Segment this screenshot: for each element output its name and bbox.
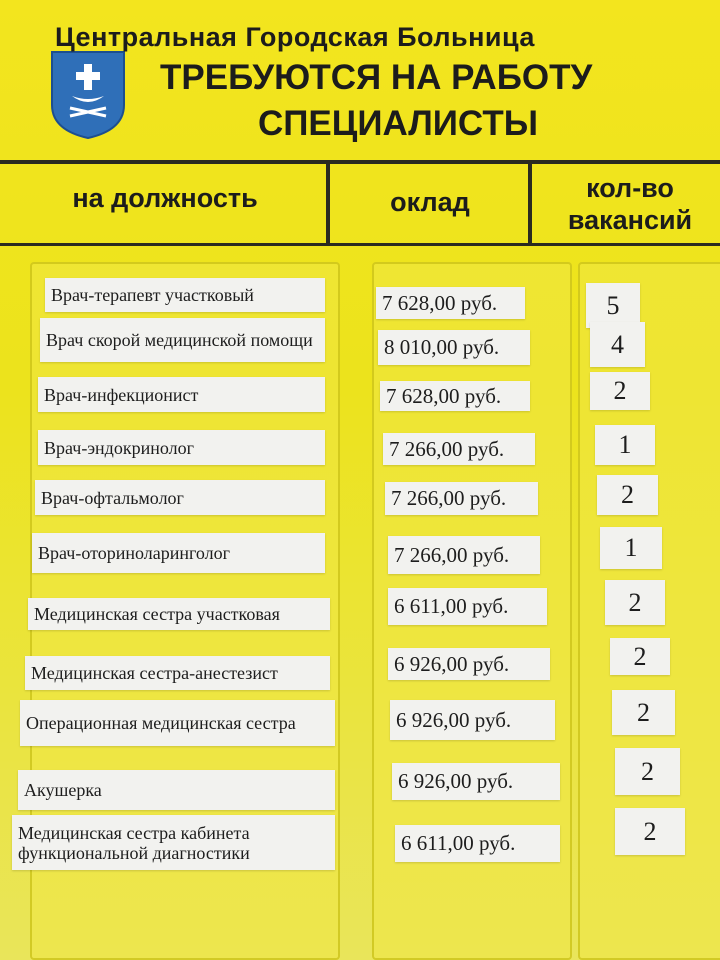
vacancy-count: 2 <box>610 638 670 675</box>
divider <box>528 162 532 244</box>
vacancy-count: 2 <box>612 690 675 735</box>
position-label: Врач-эндокринолог <box>38 430 325 465</box>
divider <box>0 160 720 164</box>
position-label: Акушерка <box>18 770 335 810</box>
salary-label: 7 628,00 руб. <box>376 287 525 319</box>
salary-label: 7 266,00 руб. <box>388 536 540 574</box>
vacancy-count: 2 <box>615 748 680 795</box>
hospital-name: Центральная Городская Больница <box>55 22 535 52</box>
vacancy-count: 1 <box>600 527 662 569</box>
position-label: Врач-инфекционист <box>38 377 325 412</box>
salary-label: 7 266,00 руб. <box>383 433 535 465</box>
position-label: Врач-оториноларинголог <box>32 533 325 573</box>
salary-label: 6 611,00 руб. <box>395 825 560 862</box>
vacancy-count: 2 <box>615 808 685 855</box>
vacancy-count: 1 <box>595 425 655 465</box>
salary-label: 8 010,00 руб. <box>378 330 530 365</box>
coat-of-arms-icon <box>51 51 125 140</box>
position-label: Операционная медицинская сестра <box>20 700 335 746</box>
title-line-1: ТРЕБУЮТСЯ НА РАБОТУ <box>160 58 593 97</box>
position-label: Врач-терапевт участковый <box>45 278 325 312</box>
position-label: Врач-офтальмолог <box>35 480 325 515</box>
column-header-vacancies: кол-во вакансий <box>545 172 715 236</box>
divider <box>326 162 330 244</box>
vacancy-count: 2 <box>597 475 658 515</box>
column-header-salary: оклад <box>390 187 470 217</box>
salary-label: 6 926,00 руб. <box>392 763 560 800</box>
column-header-position: на должность <box>72 183 258 213</box>
position-label: Медицинская сестра участковая <box>28 598 330 630</box>
vacancy-count: 2 <box>605 580 665 625</box>
salary-label: 7 266,00 руб. <box>385 482 538 515</box>
salary-label: 6 926,00 руб. <box>388 648 550 680</box>
salary-label: 7 628,00 руб. <box>380 381 530 411</box>
vacancy-count: 5 <box>586 283 640 328</box>
vacancy-count: 2 <box>590 372 650 410</box>
position-label: Врач скорой медицинской помощи <box>40 318 325 362</box>
position-label: Медицинская сестра кабинета функциональн… <box>12 815 335 870</box>
column-header-vacancies-line1: кол-во <box>586 173 674 203</box>
salary-label: 6 926,00 руб. <box>390 700 555 740</box>
divider <box>0 243 720 246</box>
title-line-2: СПЕЦИАЛИСТЫ <box>258 104 538 143</box>
vacancy-count: 4 <box>590 322 645 367</box>
salary-label: 6 611,00 руб. <box>388 588 547 625</box>
position-label: Медицинская сестра-анестезист <box>25 656 330 690</box>
column-header-vacancies-line2: вакансий <box>567 205 693 235</box>
